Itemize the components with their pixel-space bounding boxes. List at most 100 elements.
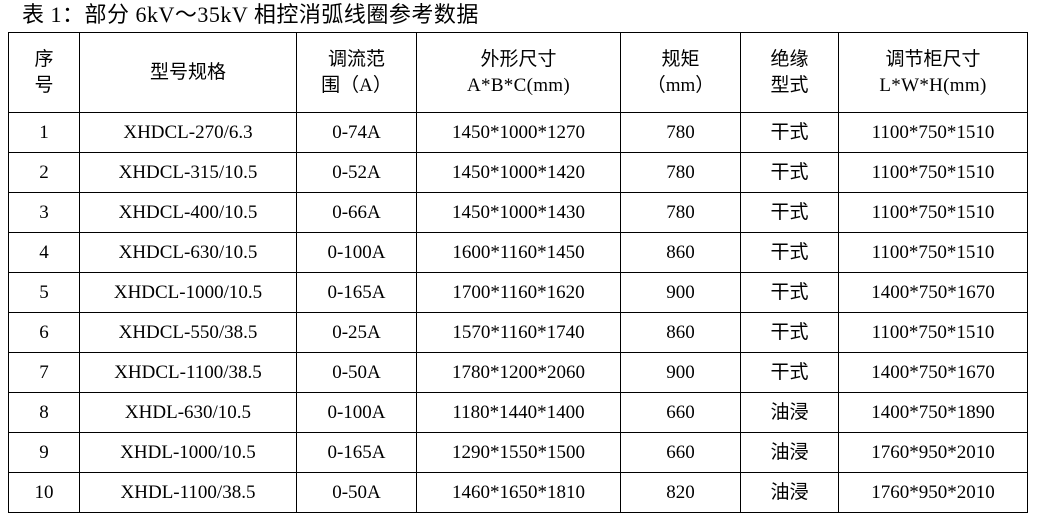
cell-seq: 3 xyxy=(8,192,80,233)
column-header-model-line1: 型号规格 xyxy=(149,61,226,83)
header-row: 序 号 型号规格 调流范 围（A） 外形尺寸 A*B*C(mm) 规矩 （mm） xyxy=(8,32,1028,113)
cell-current-range: 0-50A xyxy=(296,352,417,393)
table-row: 5 XHDCL-1000/10.5 0-165A 1700*1160*1620 900 干… xyxy=(8,272,1028,313)
cell-model: XHDL-1100/38.5 xyxy=(79,472,297,513)
table-row: 3 XHDCL-400/10.5 0-66A 1450*1000*1430 780 干式 1… xyxy=(8,192,1028,233)
cell-insulation: 干式 xyxy=(740,232,839,273)
column-header-cabinet: 调节柜尺寸 L*W*H(mm) xyxy=(838,32,1028,113)
column-header-seq: 序 号 xyxy=(8,32,80,113)
cell-current-range: 0-100A xyxy=(296,232,417,273)
table-body: 1 XHDCL-270/6.3 0-74A 1450*1000*1270 780 干式 11… xyxy=(8,112,1028,513)
document-page: 表 1：部分 6kV～35kV 相控消弧线圈参考数据 序 号 型号规格 调流范 … xyxy=(8,2,1028,513)
parameters-table: 序 号 型号规格 调流范 围（A） 外形尺寸 A*B*C(mm) 规矩 （mm） xyxy=(8,32,1028,513)
cell-current-range: 0-165A xyxy=(296,272,417,313)
cell-model: XHDCL-270/6.3 xyxy=(79,112,297,153)
cell-insulation: 油浸 xyxy=(740,432,839,473)
cell-seq: 5 xyxy=(8,272,80,313)
cell-gauge: 860 xyxy=(620,232,741,273)
cell-model: XHDL-630/10.5 xyxy=(79,392,297,433)
column-header-gauge-line1: 规矩 xyxy=(661,48,700,70)
column-header-seq-line2: 号 xyxy=(34,74,54,96)
cell-cabinet-dimension: 1760*950*2010 xyxy=(838,472,1028,513)
column-header-dimension: 外形尺寸 A*B*C(mm) xyxy=(416,32,621,113)
column-header-dimension-line1: 外形尺寸 xyxy=(480,48,557,70)
cell-model: XHDCL-630/10.5 xyxy=(79,232,297,273)
cell-dimension: 1570*1160*1740 xyxy=(416,312,621,353)
cell-cabinet-dimension: 1100*750*1510 xyxy=(838,232,1028,273)
cell-seq: 7 xyxy=(8,352,80,393)
cell-dimension: 1700*1160*1620 xyxy=(416,272,621,313)
cell-gauge: 660 xyxy=(620,392,741,433)
column-header-cabinet-line1: 调节柜尺寸 xyxy=(885,48,981,70)
column-header-gauge-line2: （mm） xyxy=(646,74,715,96)
cell-dimension: 1450*1000*1270 xyxy=(416,112,621,153)
table-row: 7 XHDCL-1100/38.5 0-50A 1780*1200*2060 900 干式… xyxy=(8,352,1028,393)
cell-model: XHDCL-1100/38.5 xyxy=(79,352,297,393)
cell-seq: 1 xyxy=(8,112,80,153)
column-header-model: 型号规格 xyxy=(79,32,297,113)
cell-gauge: 860 xyxy=(620,312,741,353)
cell-model: XHDCL-400/10.5 xyxy=(79,192,297,233)
table-header: 序 号 型号规格 调流范 围（A） 外形尺寸 A*B*C(mm) 规矩 （mm） xyxy=(8,32,1028,113)
cell-current-range: 0-100A xyxy=(296,392,417,433)
cell-cabinet-dimension: 1400*750*1890 xyxy=(838,392,1028,433)
cell-model: XHDL-1000/10.5 xyxy=(79,432,297,473)
cell-model: XHDCL-315/10.5 xyxy=(79,152,297,193)
table-row: 8 XHDL-630/10.5 0-100A 1180*1440*1400 660 油浸 1… xyxy=(8,392,1028,433)
cell-dimension: 1450*1000*1420 xyxy=(416,152,621,193)
cell-current-range: 0-25A xyxy=(296,312,417,353)
column-header-cabinet-line2: L*W*H(mm) xyxy=(879,74,987,96)
cell-gauge: 900 xyxy=(620,352,741,393)
column-header-range: 调流范 围（A） xyxy=(296,32,417,113)
cell-current-range: 0-50A xyxy=(296,472,417,513)
cell-gauge: 780 xyxy=(620,112,741,153)
cell-insulation: 干式 xyxy=(740,112,839,153)
cell-seq: 9 xyxy=(8,432,80,473)
cell-insulation: 油浸 xyxy=(740,472,839,513)
cell-seq: 4 xyxy=(8,232,80,273)
table-row: 4 XHDCL-630/10.5 0-100A 1600*1160*1450 860 干式… xyxy=(8,232,1028,273)
cell-dimension: 1600*1160*1450 xyxy=(416,232,621,273)
cell-current-range: 0-74A xyxy=(296,112,417,153)
table-row: 1 XHDCL-270/6.3 0-74A 1450*1000*1270 780 干式 11… xyxy=(8,112,1028,153)
cell-insulation: 油浸 xyxy=(740,392,839,433)
cell-dimension: 1290*1550*1500 xyxy=(416,432,621,473)
cell-dimension: 1780*1200*2060 xyxy=(416,352,621,393)
table-row: 10 XHDL-1100/38.5 0-50A 1460*1650*1810 820 油浸… xyxy=(8,472,1028,513)
cell-model: XHDCL-550/38.5 xyxy=(79,312,297,353)
table-row: 6 XHDCL-550/38.5 0-25A 1570*1160*1740 860 干式 1… xyxy=(8,312,1028,353)
cell-gauge: 780 xyxy=(620,192,741,233)
cell-gauge: 660 xyxy=(620,432,741,473)
column-header-seq-line1: 序 xyxy=(34,48,54,70)
cell-seq: 10 xyxy=(8,472,80,513)
cell-gauge: 780 xyxy=(620,152,741,193)
column-header-range-line2: 围（A） xyxy=(321,74,392,96)
cell-insulation: 干式 xyxy=(740,272,839,313)
cell-seq: 2 xyxy=(8,152,80,193)
cell-seq: 8 xyxy=(8,392,80,433)
cell-cabinet-dimension: 1100*750*1510 xyxy=(838,152,1028,193)
cell-cabinet-dimension: 1400*750*1670 xyxy=(838,272,1028,313)
table-row: 2 XHDCL-315/10.5 0-52A 1450*1000*1420 780 干式 1… xyxy=(8,152,1028,193)
cell-cabinet-dimension: 1760*950*2010 xyxy=(838,432,1028,473)
cell-current-range: 0-52A xyxy=(296,152,417,193)
cell-insulation: 干式 xyxy=(740,152,839,193)
cell-model: XHDCL-1000/10.5 xyxy=(79,272,297,313)
cell-insulation: 干式 xyxy=(740,312,839,353)
column-header-range-line1: 调流范 xyxy=(327,48,385,70)
cell-seq: 6 xyxy=(8,312,80,353)
cell-current-range: 0-165A xyxy=(296,432,417,473)
table-row: 9 XHDL-1000/10.5 0-165A 1290*1550*1500 660 油浸… xyxy=(8,432,1028,473)
column-header-gauge: 规矩 （mm） xyxy=(620,32,741,113)
cell-cabinet-dimension: 1100*750*1510 xyxy=(838,112,1028,153)
column-header-dimension-line2: A*B*C(mm) xyxy=(467,74,570,96)
column-header-insulation-line2: 型式 xyxy=(770,74,809,96)
column-header-insulation-line1: 绝缘 xyxy=(770,48,809,70)
cell-gauge: 820 xyxy=(620,472,741,513)
cell-cabinet-dimension: 1400*750*1670 xyxy=(838,352,1028,393)
cell-insulation: 干式 xyxy=(740,192,839,233)
cell-dimension: 1450*1000*1430 xyxy=(416,192,621,233)
cell-cabinet-dimension: 1100*750*1510 xyxy=(838,312,1028,353)
cell-dimension: 1180*1440*1400 xyxy=(416,392,621,433)
cell-current-range: 0-66A xyxy=(296,192,417,233)
